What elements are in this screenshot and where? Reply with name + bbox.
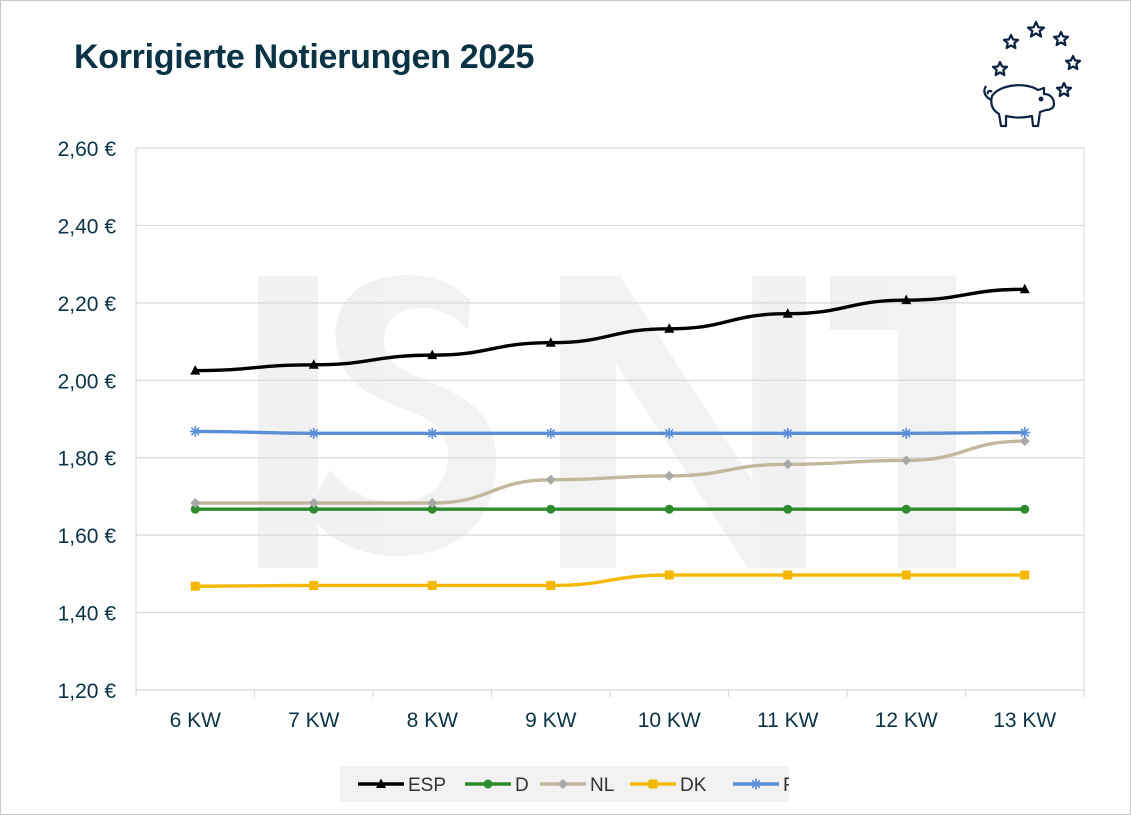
data-point-esp [308, 359, 319, 369]
legend-marker [483, 779, 493, 789]
watermark-letter-s [306, 274, 497, 556]
legend-label: D [515, 775, 529, 796]
data-point-nl [782, 459, 793, 470]
star-icon [1002, 33, 1020, 50]
data-point-dk [190, 581, 200, 591]
data-point-nl [190, 498, 201, 509]
legend-marker [558, 779, 568, 789]
legend: ESP D NL DK F [340, 766, 789, 802]
data-point-d [783, 504, 793, 514]
data-point-f [663, 427, 675, 439]
data-point-dk [783, 570, 793, 580]
x-tick-label: 11 KW [757, 709, 819, 732]
x-tick-label: 10 KW [638, 709, 701, 732]
x-tick-label: 12 KW [875, 709, 938, 732]
x-tick-label: 8 KW [407, 709, 459, 732]
data-point-f [189, 425, 201, 437]
legend-marker [648, 779, 658, 789]
data-point-esp [664, 323, 675, 333]
data-point-dk [664, 570, 674, 580]
data-point-f [308, 427, 320, 439]
series-f [189, 425, 1031, 439]
star-icon [1064, 54, 1082, 71]
data-point-d [1020, 504, 1030, 514]
data-point-d [309, 504, 319, 514]
data-point-esp [1019, 283, 1030, 294]
x-tick-label: 6 KW [170, 709, 222, 732]
data-point-d [190, 504, 200, 514]
star-icon [1026, 20, 1046, 38]
data-point-esp [901, 294, 912, 305]
data-point-nl [901, 455, 912, 466]
star-icon [1052, 30, 1070, 47]
y-tick-label: 1,20 € [58, 680, 117, 703]
legend-marker [750, 778, 762, 790]
data-point-d [427, 504, 437, 514]
data-point-f [782, 427, 794, 439]
y-tick-label: 1,80 € [58, 448, 117, 471]
y-tick-label: 2,40 € [58, 215, 117, 238]
data-point-d [664, 504, 674, 514]
y-tick-label: 1,60 € [58, 525, 117, 548]
y-tick-label: 2,00 € [58, 370, 117, 393]
data-point-dk [427, 580, 437, 590]
legend-label: ESP [408, 775, 446, 796]
legend-item-dk: DK [630, 775, 707, 796]
legend-marker [376, 778, 386, 788]
data-point-esp [427, 349, 438, 360]
pig-icon [983, 84, 1056, 128]
data-point-esp [190, 365, 201, 375]
y-tick-label: 2,20 € [58, 293, 117, 316]
data-point-d [901, 504, 911, 514]
series-line-nl [193, 439, 1027, 505]
series-dk [190, 570, 1030, 591]
legend-item-esp: ESP [358, 775, 446, 796]
legend-item-f: F [733, 775, 789, 796]
legend-label: F [783, 775, 789, 796]
series-d [190, 504, 1030, 514]
x-tick-label: 9 KW [525, 709, 577, 732]
data-point-dk [901, 570, 911, 580]
data-point-esp [782, 308, 793, 318]
star-icon [991, 60, 1009, 77]
data-point-nl [308, 498, 319, 509]
series-esp [190, 283, 1030, 375]
data-point-esp [545, 337, 556, 347]
data-point-dk [1020, 570, 1030, 580]
series-line-f [193, 429, 1027, 436]
x-tick-label: 7 KW [288, 709, 340, 732]
y-tick-label: 2,60 € [58, 138, 117, 161]
data-point-d [546, 504, 556, 514]
watermark-letter-n [560, 276, 806, 568]
data-point-dk [546, 580, 556, 590]
data-point-f [900, 427, 912, 439]
data-point-f [545, 427, 557, 439]
x-tick-label: 13 KW [993, 709, 1056, 732]
data-point-nl [545, 474, 556, 485]
legend-item-nl: NL [540, 775, 614, 796]
series-line-dk [193, 573, 1027, 588]
y-tick-label: 1,40 € [58, 603, 117, 626]
legend-label: NL [590, 775, 614, 796]
line-chart: 1,20 € 1,40 € 1,60 € 1,80 € 2,00 € 2,20 € 2,40… [58, 138, 1085, 732]
watermark-letter-i [258, 276, 318, 568]
series-nl [190, 436, 1030, 509]
legend-item-d: D [465, 775, 529, 796]
data-point-nl [664, 470, 675, 481]
pig-stars-logo [983, 20, 1082, 128]
isn-watermark [258, 274, 956, 568]
data-point-nl [427, 498, 438, 509]
legend-label: DK [680, 775, 707, 796]
data-point-f [426, 427, 438, 439]
data-point-nl [1019, 436, 1030, 447]
series-line-esp [193, 287, 1027, 373]
data-point-f [1019, 427, 1031, 439]
watermark-letter-t [830, 276, 956, 568]
data-point-dk [309, 580, 319, 590]
chart-title: Korrigierte Notierungen 2025 [74, 38, 535, 76]
star-icon [1055, 81, 1073, 98]
